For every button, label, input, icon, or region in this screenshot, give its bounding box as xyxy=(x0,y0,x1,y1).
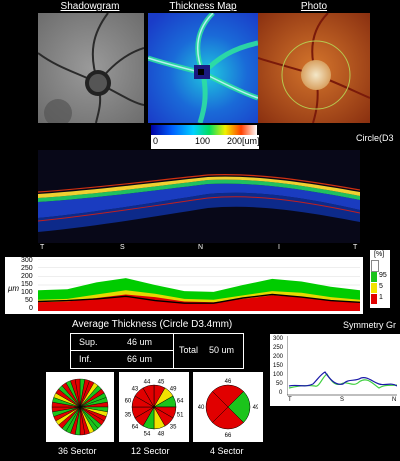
colorbar-tick-200: 200[um] xyxy=(227,136,260,146)
sector-12-value: 43 xyxy=(132,386,139,392)
sector-4-segment xyxy=(212,384,244,408)
sector-4-value: 46 xyxy=(225,379,232,385)
fundus-photo xyxy=(258,13,370,123)
sector-12-panel: 45 49 64 51 35 48 54 64 35 60 43 44 xyxy=(119,372,189,442)
profile-ytick-50: 50 xyxy=(25,297,33,304)
sector-12-value: 48 xyxy=(158,432,165,437)
sym-xlabel-n: N xyxy=(392,397,397,403)
sector-12-value: 45 xyxy=(158,379,165,385)
sym-xlabel-s: S xyxy=(340,397,345,403)
sector-12-value: 51 xyxy=(177,412,184,418)
sector-12-value: 54 xyxy=(144,432,151,437)
total-value: 50 um xyxy=(209,345,235,355)
percentile-legend: [%] 95 5 1 xyxy=(370,250,390,308)
sector-12-value: 44 xyxy=(144,379,151,385)
colorbar-tick-0: 0 xyxy=(153,136,159,146)
bscan-label-i: I xyxy=(278,244,280,251)
total-label: Total xyxy=(179,345,199,355)
sector-12-value: 49 xyxy=(170,386,177,392)
sym-ytick-100: 100 xyxy=(273,372,284,378)
sym-ytick-250: 250 xyxy=(273,345,284,351)
sector-12-value: 64 xyxy=(177,399,184,405)
symmetry-chart-panel: 300 250 200 150 100 50 0 T S N xyxy=(270,334,400,406)
legend-swatch-green xyxy=(371,272,377,282)
legend-title: [%] xyxy=(374,251,385,258)
profile-ytick-250: 250 xyxy=(21,265,33,272)
photo-title: Photo xyxy=(300,1,328,12)
thickness-map-title: Thickness Map xyxy=(169,1,237,12)
bscan-label-t2: T xyxy=(353,244,358,251)
sym-ytick-300: 300 xyxy=(273,336,284,342)
symmetry-plot xyxy=(287,336,397,396)
bscan-label-s: S xyxy=(120,244,125,251)
sector-36-panel xyxy=(46,372,114,442)
colorbar-ticks: 0 100 200[um] xyxy=(151,135,260,149)
sector-36-label: 36 Sector xyxy=(58,446,97,456)
sector-12-value: 64 xyxy=(132,425,139,431)
sector-4-segment xyxy=(227,391,251,423)
profile-ytick-150: 150 xyxy=(21,281,33,288)
sector-4-panel: 46 49 66 40 xyxy=(193,372,263,442)
sym-ytick-50: 50 xyxy=(276,381,283,387)
profile-ylabel: μm xyxy=(8,284,20,293)
table-divider-vertical xyxy=(173,334,174,368)
sector-4-segment xyxy=(212,406,244,430)
profile-ytick-200: 200 xyxy=(21,273,33,280)
sector-4-value: 66 xyxy=(225,433,232,437)
sector-12-chart: 45 49 64 51 35 48 54 64 35 60 43 44 xyxy=(125,379,184,437)
avg-thickness-table: Sup. 46 um Inf. 66 um Total 50 um xyxy=(70,333,244,369)
bscan-label-n: N xyxy=(198,244,204,251)
legend-1: 1 xyxy=(379,294,383,301)
sector-12-segment xyxy=(142,384,155,408)
table-divider xyxy=(71,350,173,351)
shadowgram-image xyxy=(38,13,144,123)
thickness-map-image xyxy=(148,13,258,123)
legend-swatch-red xyxy=(371,294,377,304)
sym-ytick-0: 0 xyxy=(279,390,283,396)
inf-value: 66 um xyxy=(127,354,153,364)
bscan-labels: T S N I T xyxy=(38,243,360,255)
sector-4-segment xyxy=(205,391,229,423)
inf-label: Inf. xyxy=(79,354,92,364)
sector-12-label: 12 Sector xyxy=(131,446,170,456)
circle-label: Circle(D3 xyxy=(356,133,394,143)
profile-ytick-300: 300 xyxy=(21,257,33,264)
profile-ytick-0: 0 xyxy=(29,305,33,312)
thickness-colorbar xyxy=(151,125,257,135)
sector-36-chart xyxy=(51,378,109,436)
colorbar-tick-100: 100 xyxy=(195,136,211,146)
sector-4-value: 40 xyxy=(198,405,205,411)
sector-12-value: 60 xyxy=(125,399,132,405)
legend-swatch-white xyxy=(371,260,379,272)
sup-label: Sup. xyxy=(79,337,98,347)
symmetry-title: Symmetry Gr xyxy=(343,320,396,330)
profile-chart-plot xyxy=(38,259,360,311)
sym-ytick-200: 200 xyxy=(273,354,284,360)
sym-ytick-150: 150 xyxy=(273,363,284,369)
profile-chart-panel: μm 300 250 200 150 100 50 0 xyxy=(5,257,363,314)
symmetry-line-blue xyxy=(288,371,397,387)
legend-95: 95 xyxy=(379,272,387,279)
sup-value: 46 um xyxy=(127,337,153,347)
avg-thickness-title: Average Thickness (Circle D3.4mm) xyxy=(72,319,233,330)
sector-4-chart: 46 49 66 40 xyxy=(198,379,258,437)
sector-4-value: 49 xyxy=(253,405,258,411)
legend-5: 5 xyxy=(379,283,383,290)
profile-line-measured xyxy=(38,293,360,304)
shadowgram-title: Shadowgram xyxy=(60,1,120,12)
bscan-label-t1: T xyxy=(40,244,45,251)
sector-12-value: 35 xyxy=(125,412,132,418)
legend-swatch-yellow xyxy=(371,283,377,293)
profile-ytick-100: 100 xyxy=(21,289,33,296)
sector-12-value: 35 xyxy=(170,425,177,431)
sym-xlabel-t: T xyxy=(288,397,292,403)
sector-4-label: 4 Sector xyxy=(210,446,244,456)
oct-bscan-image xyxy=(38,150,360,243)
sector-36-segment xyxy=(74,378,81,408)
